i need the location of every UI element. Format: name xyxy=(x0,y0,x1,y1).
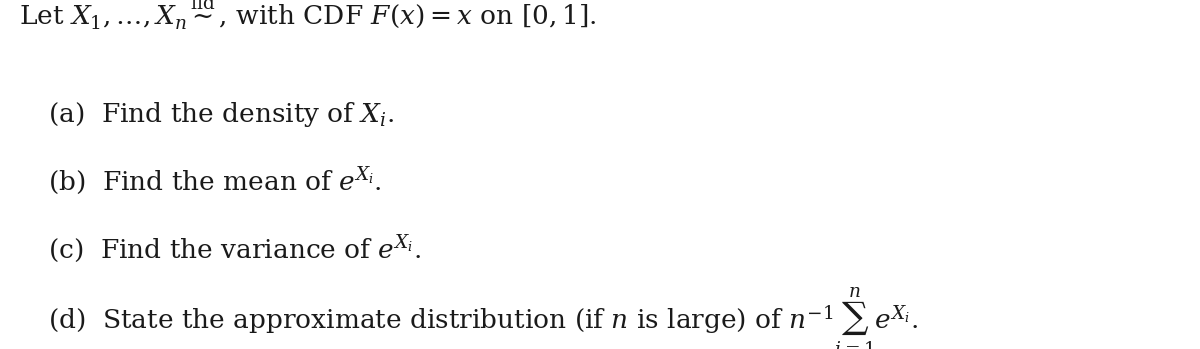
Text: (c)  Find the variance of $e^{X_i}$.: (c) Find the variance of $e^{X_i}$. xyxy=(48,233,421,265)
Text: (d)  State the approximate distribution (if $n$ is large) of $n^{-1} \sum_{i=1}^: (d) State the approximate distribution (… xyxy=(48,286,918,349)
Text: (a)  Find the density of $X_i$.: (a) Find the density of $X_i$. xyxy=(48,100,395,129)
Text: (b)  Find the mean of $e^{X_i}$.: (b) Find the mean of $e^{X_i}$. xyxy=(48,165,382,197)
Text: Let $X_1, \ldots, X_n \overset{\mathrm{iid}}{\sim}$, with CDF $F(x) = x$ on $[0,: Let $X_1, \ldots, X_n \overset{\mathrm{i… xyxy=(19,0,596,31)
